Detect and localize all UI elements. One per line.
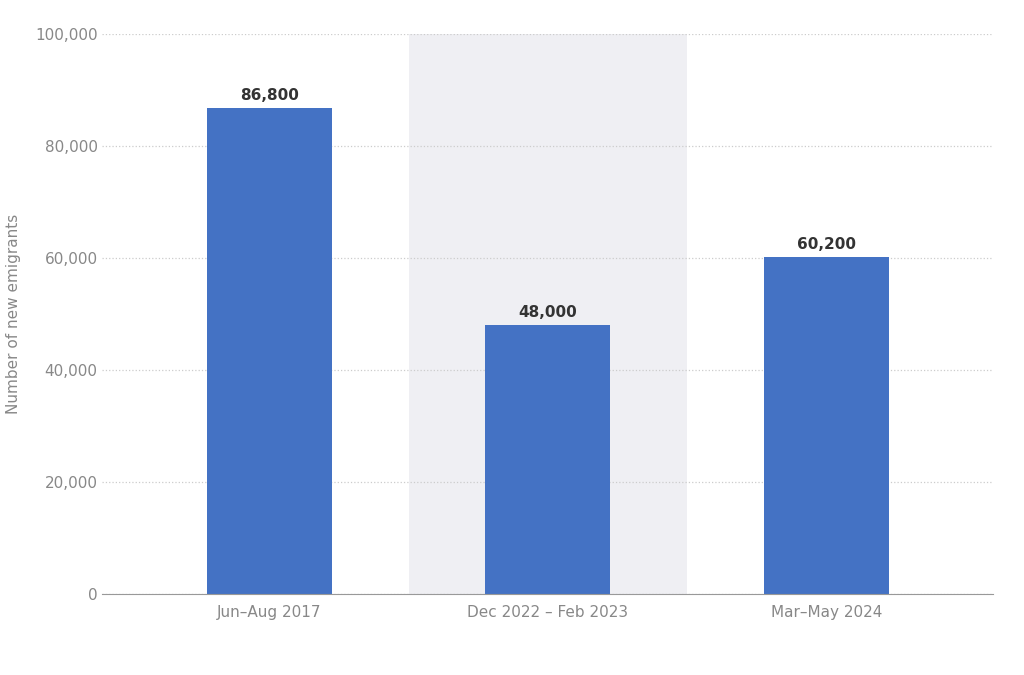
Text: 48,000: 48,000 <box>518 305 578 320</box>
Bar <box>409 34 687 594</box>
Bar <box>764 256 889 594</box>
Text: 86,800: 86,800 <box>240 88 299 103</box>
Text: 60,200: 60,200 <box>797 237 856 252</box>
Bar <box>485 325 610 594</box>
Bar <box>207 108 332 594</box>
Y-axis label: Number of new emigrants: Number of new emigrants <box>6 214 22 414</box>
